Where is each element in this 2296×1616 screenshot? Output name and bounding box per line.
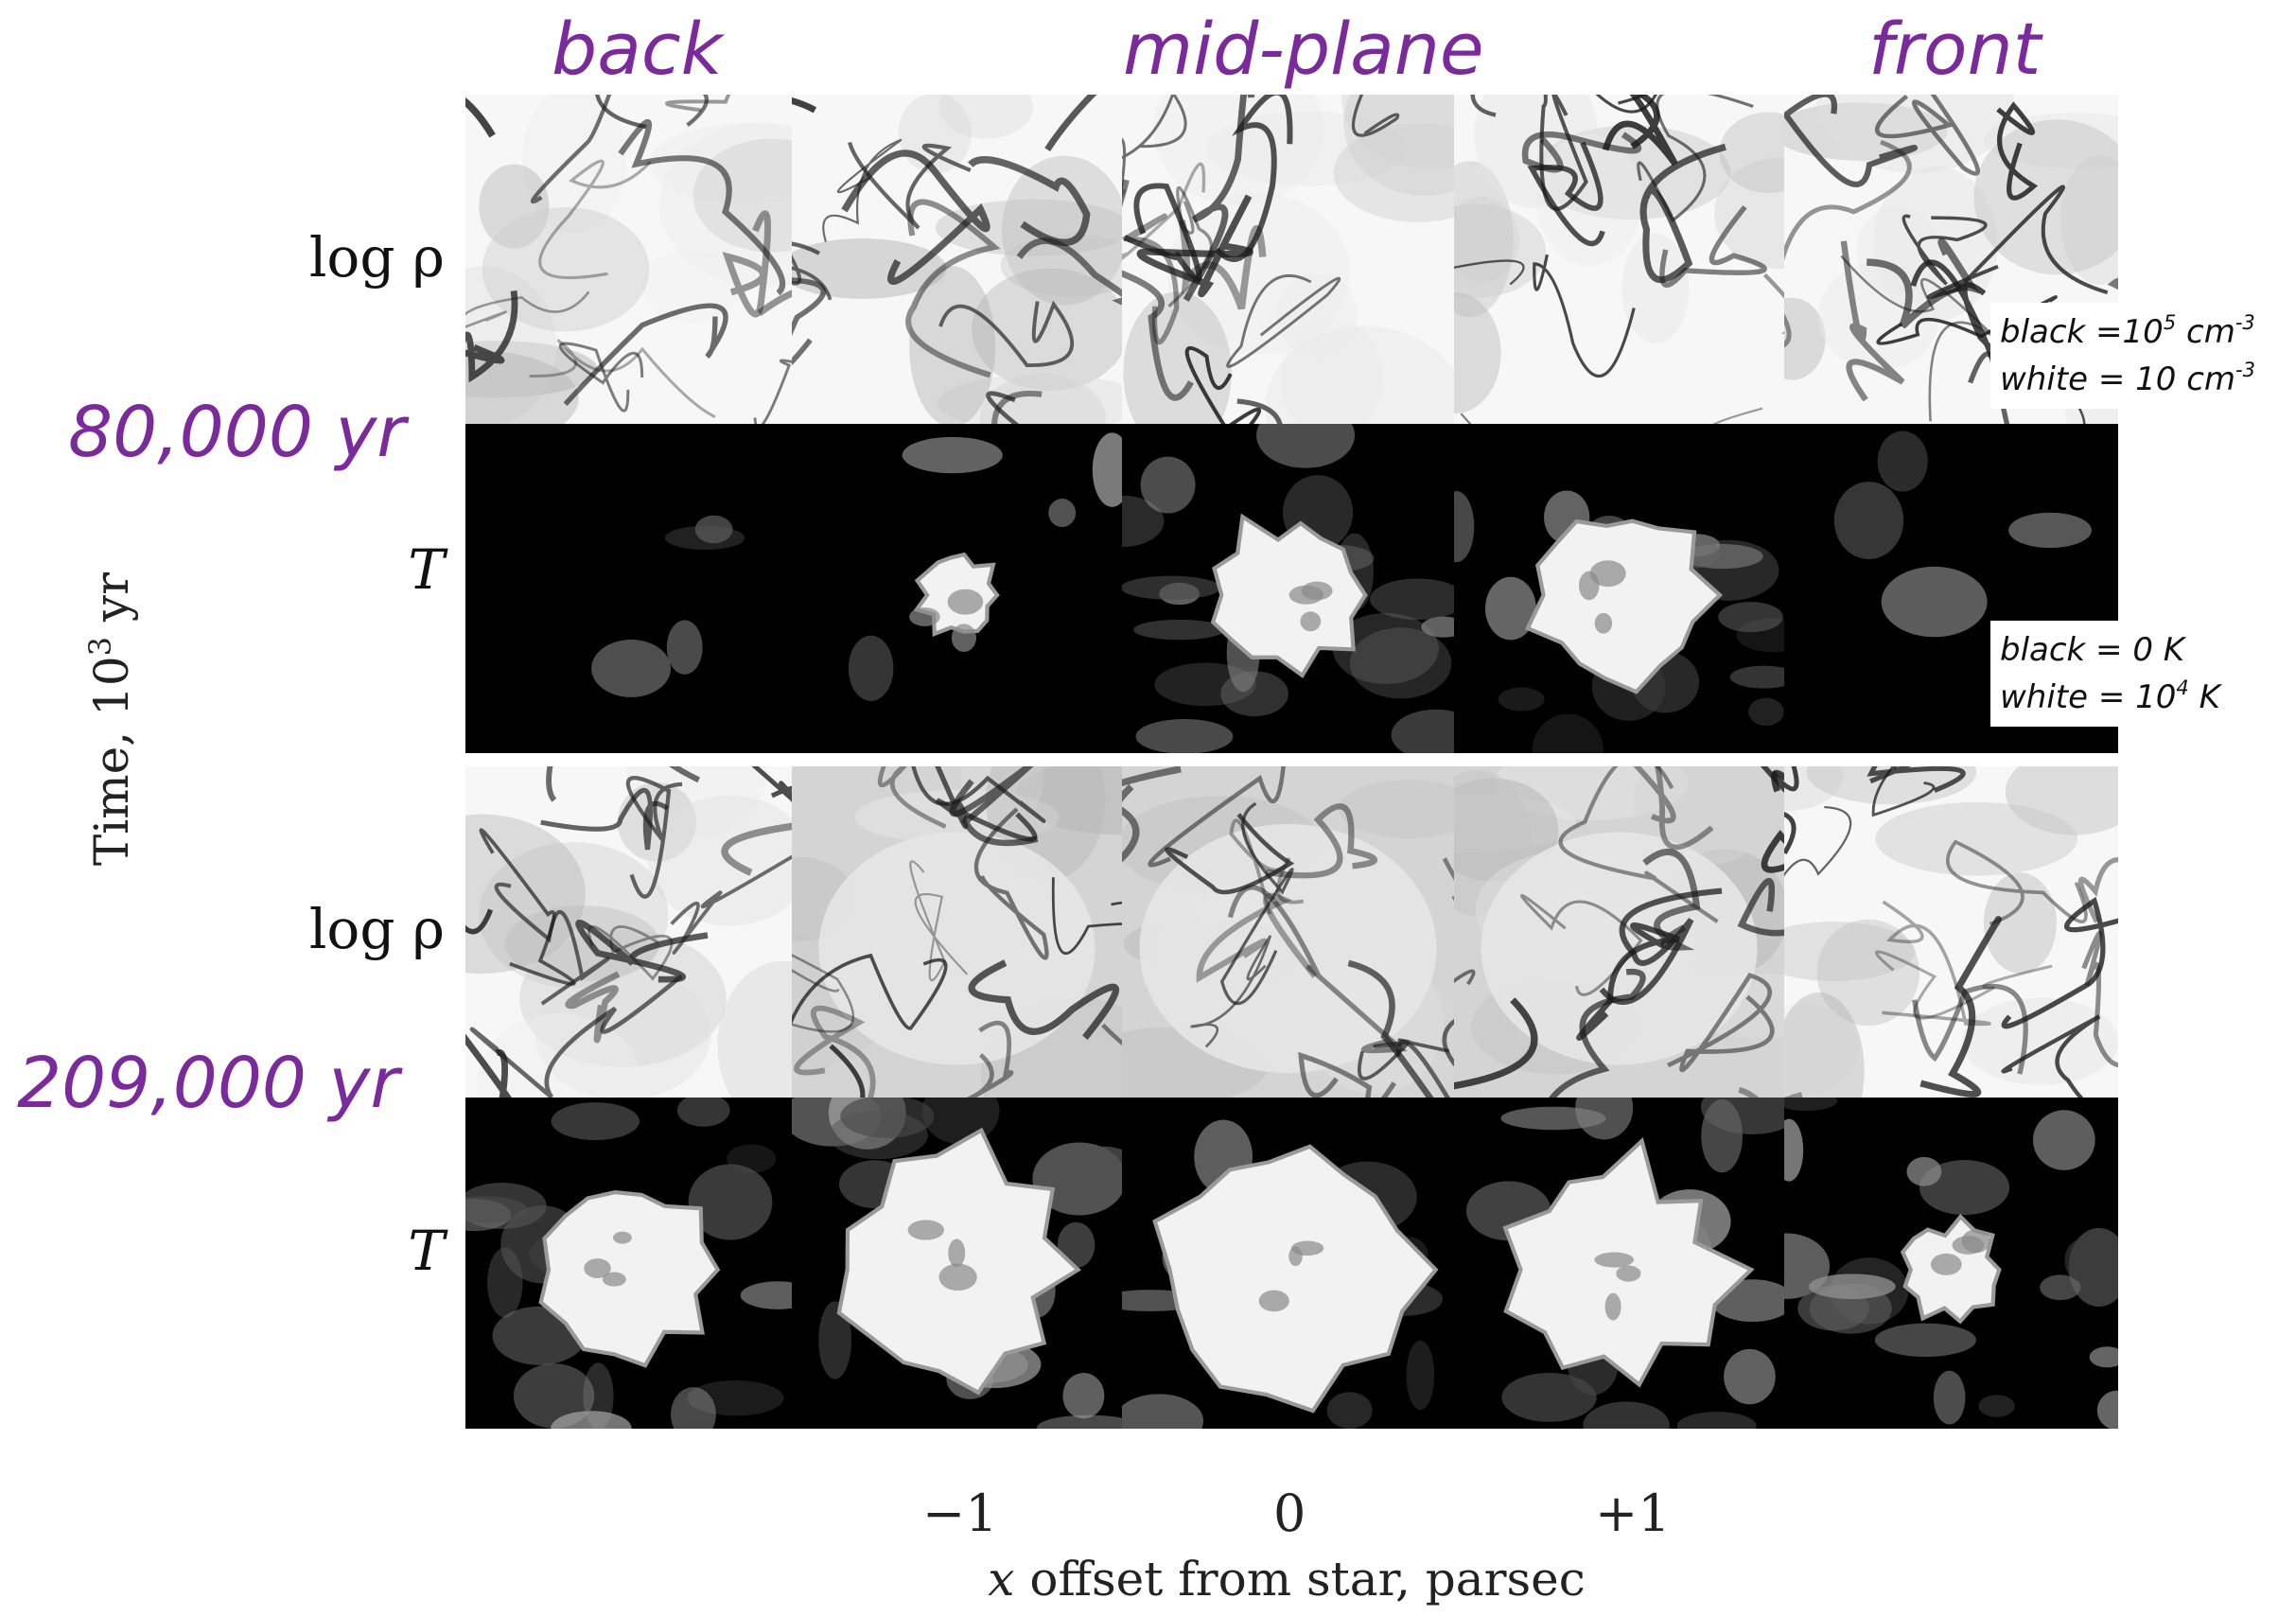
panel-temperature-t1-mid-plane-slice	[1122, 1098, 1454, 1429]
time-label-late: 209,000 yr	[17, 1043, 399, 1124]
density-legend-white: white = 10 cm-3	[2000, 359, 2255, 399]
time-label-early: 80,000 yr	[68, 392, 406, 473]
x-tick-plus-one: +1	[1595, 1484, 1671, 1543]
panel-density-t1-slice	[792, 766, 1122, 1098]
simulation-panel-grid	[465, 95, 2118, 1431]
x-tick-minus-one: −1	[922, 1484, 998, 1543]
panel-temperature-t0-slice	[1454, 424, 1784, 753]
column-header-mid-plane: mid-plane	[1123, 7, 1484, 91]
panel-density-t1-back-slice	[465, 766, 792, 1098]
column-header-front: front	[1868, 7, 2042, 91]
row-label-density-early: log ρ	[308, 225, 445, 290]
panel-density-t0-slice	[792, 95, 1122, 424]
density-legend-black: black =105 cm-3	[2000, 311, 2255, 352]
panel-temperature-t1-slice	[792, 1098, 1122, 1429]
panel-temperature-t0-mid-plane-slice	[1122, 424, 1454, 753]
panel-density-t0-mid-plane-slice	[1122, 95, 1454, 424]
row-label-temperature-late: T	[408, 1219, 445, 1283]
panel-density-t0-slice	[1454, 95, 1784, 424]
y-axis-label: Time, 103 yr	[82, 571, 139, 867]
row-label-temperature-early: T	[408, 537, 445, 602]
panel-density-t0-back-slice	[465, 95, 792, 424]
temperature-legend: black = 0 K white = 104 K	[1990, 621, 2230, 727]
panel-density-t1-mid-plane-slice	[1122, 766, 1454, 1098]
panel-temperature-t0-slice	[792, 424, 1122, 753]
panel-temperature-t1-slice	[1454, 1098, 1784, 1429]
temperature-legend-white: white = 104 K	[2000, 676, 2220, 717]
column-header-back: back	[552, 7, 723, 91]
panel-density-t1-slice	[1454, 766, 1784, 1098]
row-label-density-late: log ρ	[308, 897, 445, 961]
panel-temperature-t1-front-slice	[1784, 1098, 2118, 1429]
x-axis-label: x offset from star, parsec	[988, 1552, 1586, 1607]
temperature-legend-black: black = 0 K	[2000, 631, 2185, 669]
panel-temperature-t0-back-slice	[465, 424, 792, 753]
panel-temperature-t1-back-slice	[465, 1098, 792, 1429]
panel-density-t1-front-slice	[1784, 766, 2118, 1098]
x-tick-zero: 0	[1273, 1484, 1306, 1543]
density-legend: black =105 cm-3 white = 10 cm-3	[1990, 303, 2265, 409]
